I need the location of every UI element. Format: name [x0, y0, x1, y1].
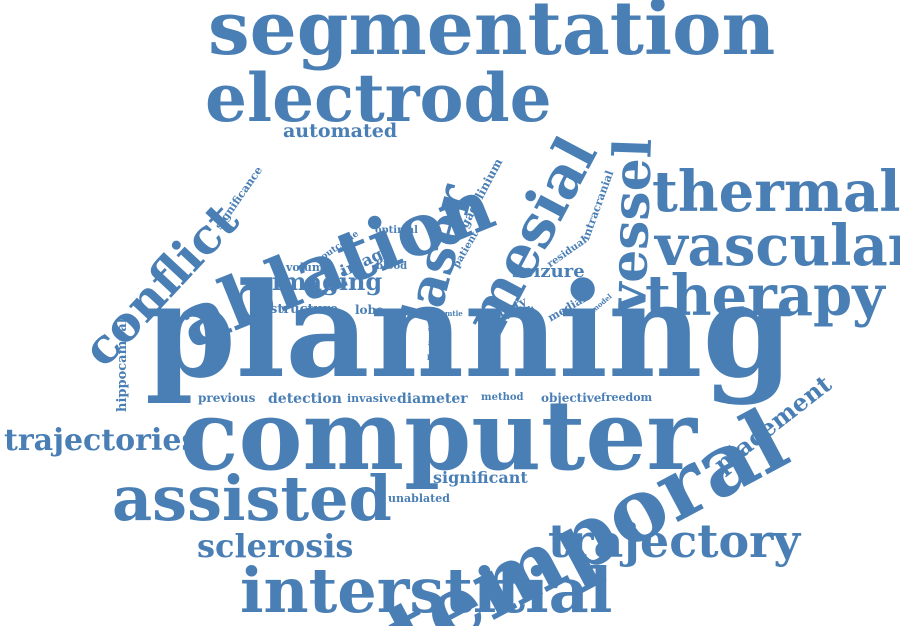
- word-trajectory: trajectory: [548, 514, 801, 568]
- word-freedom: freedom: [601, 391, 653, 404]
- word-zone: zone: [428, 340, 444, 347]
- word-interstitial: interstitial: [240, 554, 613, 626]
- word-result: result: [505, 306, 535, 316]
- word-assisted: assisted: [112, 462, 392, 535]
- word-automated: automated: [283, 120, 398, 142]
- word-mtle: mtle: [445, 309, 463, 318]
- word-thermal: thermal: [652, 159, 900, 225]
- word-planning: planning: [145, 254, 794, 407]
- word-unablated: unablated: [388, 492, 450, 505]
- word-computer: computer: [180, 379, 697, 492]
- word-previous: previous: [198, 391, 256, 405]
- word-vascular: vascular: [655, 213, 900, 279]
- word-hippocampal: hippocampal: [115, 318, 130, 412]
- word-tilt: tilt: [432, 333, 443, 340]
- word-detection: detection: [268, 391, 342, 407]
- word-size: size: [428, 326, 441, 333]
- word-structure: structure: [270, 302, 339, 317]
- word-electrode: electrode: [205, 59, 552, 137]
- word-sclerosis: sclerosis: [197, 527, 354, 565]
- word-invasive: invasive: [347, 392, 397, 405]
- word-therapy: therapy: [645, 263, 885, 329]
- word-volume: volume: [286, 261, 331, 274]
- word-optimal: optimal: [375, 225, 418, 236]
- word-method: method: [481, 392, 524, 403]
- word-trajectories: trajectories: [4, 423, 199, 458]
- word-imaging: imaging: [272, 267, 383, 296]
- word-head: head: [427, 353, 446, 362]
- word-segmentation: segmentation: [208, 0, 776, 72]
- word-objective: objective: [541, 391, 602, 405]
- word-lobe: lobe: [355, 303, 384, 317]
- word-blood: blood: [376, 261, 408, 272]
- word-significant: significant: [433, 468, 528, 487]
- word-seizure: seizure: [512, 261, 585, 282]
- word-diameter: diameter: [397, 391, 468, 407]
